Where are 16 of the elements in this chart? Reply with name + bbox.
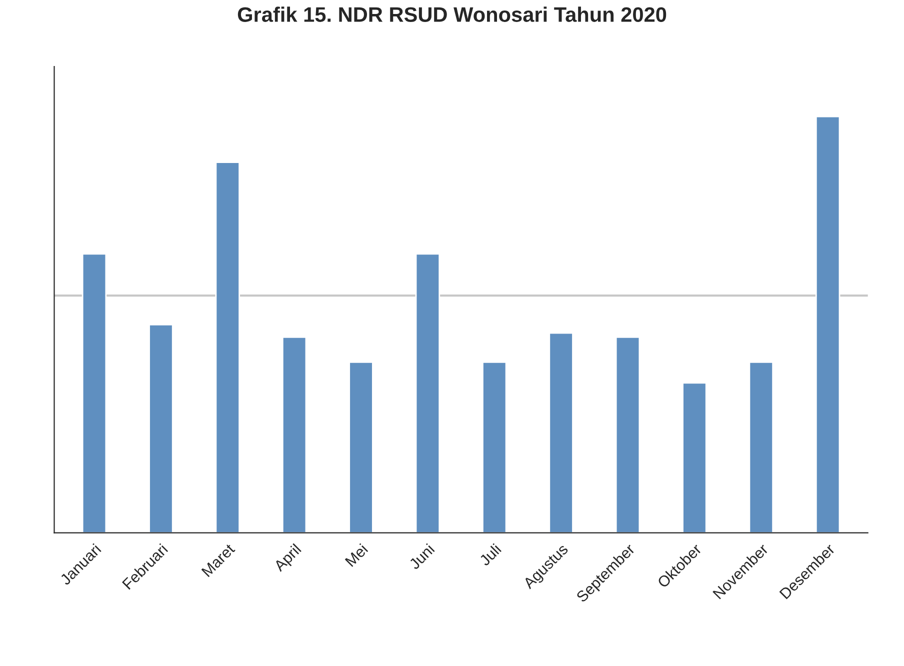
bar [815,116,840,533]
bar [415,253,440,533]
x-tick-label: Juli [478,543,502,566]
chart-title: Grafik 15. NDR RSUD Wonosari Tahun 2020 [238,6,666,22]
bar [548,332,574,533]
bar [282,336,307,533]
x-tick-label: Mei [344,543,368,567]
bar [148,324,174,533]
bar [615,336,640,533]
bar [748,361,774,533]
bar [348,361,374,533]
x-tick-label: Juni [408,543,435,570]
bar [682,382,707,533]
bar [215,162,240,533]
bar [482,361,507,533]
bar [82,253,107,533]
